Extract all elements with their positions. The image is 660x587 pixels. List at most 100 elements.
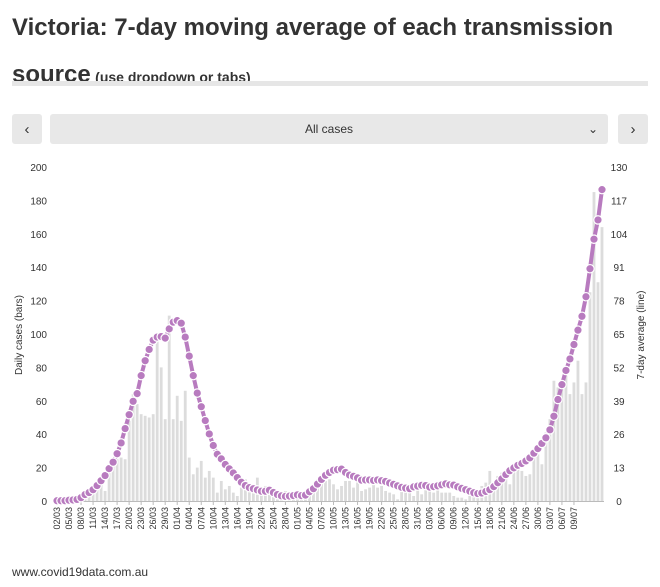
daily-cases-bar [516, 460, 520, 501]
x-tick-label: 12/06 [461, 507, 471, 530]
daily-cases-bar [556, 387, 560, 501]
daily-cases-bar [167, 315, 171, 501]
next-source-button[interactable]: › [618, 114, 648, 144]
daily-cases-bar [560, 387, 564, 501]
daily-cases-bar [464, 499, 468, 501]
seven-day-average-point [180, 332, 191, 342]
daily-cases-bar [572, 382, 576, 501]
seven-day-average-point [100, 470, 110, 481]
daily-cases-bar [267, 492, 271, 501]
daily-cases-bar [456, 497, 460, 501]
x-tick-label: 16/04 [232, 507, 242, 530]
daily-cases-bar [235, 495, 239, 501]
daily-cases-bar [348, 480, 351, 501]
daily-cases-bar [159, 367, 163, 501]
seven-day-average-point [132, 388, 142, 399]
daily-cases-bar [568, 394, 572, 501]
daily-cases-bar [388, 492, 392, 501]
daily-cases-bar [175, 395, 179, 501]
daily-cases-bar [380, 485, 383, 501]
seven-day-average-point [176, 318, 187, 329]
x-tick-label: 03/06 [425, 507, 435, 530]
daily-cases-bar [404, 487, 408, 501]
daily-cases-bar [544, 432, 548, 501]
seven-day-average-point [593, 215, 603, 225]
y-left-tick-label: 40 [36, 430, 48, 441]
x-tick-label: 16/05 [353, 507, 363, 530]
daily-cases-bar [360, 490, 363, 501]
daily-cases-bar [147, 417, 151, 501]
x-tick-label: 13/04 [220, 507, 230, 530]
daily-cases-bar [412, 495, 416, 501]
seven-day-average-point [208, 440, 219, 451]
x-tick-label: 10/04 [208, 507, 218, 530]
daily-cases-bar [239, 487, 243, 501]
seven-day-average-point [577, 311, 587, 322]
seven-day-average-line [57, 189, 604, 503]
y-right-tick-label: 52 [613, 363, 625, 374]
daily-cases-bar [436, 489, 440, 501]
y-right-tick-label: 0 [616, 497, 622, 508]
x-tick-label: 28/05 [401, 507, 411, 530]
seven-day-average-point [108, 457, 118, 467]
daily-cases-bar [107, 470, 111, 501]
y-right-axis-label: 7-day average (line) [636, 291, 647, 380]
seven-day-average-point [192, 388, 203, 398]
x-tick-label: 04/05 [305, 507, 315, 530]
y-left-tick-label: 180 [30, 196, 47, 207]
seven-day-average-point [124, 409, 134, 420]
seven-day-average-point [200, 415, 211, 426]
daily-cases-bar [524, 475, 528, 501]
x-tick-label: 09/07 [569, 507, 579, 530]
chevron-right-icon: › [630, 120, 636, 138]
transmission-source-dropdown[interactable]: All cases ⌄ [50, 114, 608, 144]
x-tick-label: 29/03 [160, 507, 170, 530]
y-right-tick-label: 78 [613, 297, 625, 308]
x-tick-label: 10/05 [329, 507, 339, 530]
x-tick-label: 24/06 [509, 507, 519, 530]
daily-cases-bar [592, 192, 596, 502]
daily-cases-bar [448, 492, 452, 501]
x-tick-label: 03/07 [545, 507, 555, 530]
seven-day-average-point [128, 396, 138, 407]
x-tick-label: 30/06 [533, 507, 543, 530]
daily-cases-bar [444, 492, 448, 501]
daily-cases-bar [564, 375, 568, 501]
x-tick-label: 08/03 [76, 507, 86, 530]
daily-cases-bar [251, 489, 255, 501]
chart-svg: 0 20 40 60 80 100 120 140 160 180 200 0 13 26 39 52 65 78… [14, 163, 647, 530]
daily-cases-bar [135, 404, 139, 501]
seven-day-average-point [585, 263, 595, 274]
y-right-tick-label: 13 [613, 464, 625, 475]
daily-cases-bar [131, 394, 135, 501]
daily-cases-bar [576, 360, 580, 501]
x-tick-label: 25/05 [389, 507, 399, 530]
daily-cases-bar [227, 485, 231, 501]
seven-day-average-point [120, 423, 130, 434]
daily-cases-bar [199, 460, 203, 501]
x-tick-label: 07/04 [196, 507, 206, 530]
x-tick-label: 04/04 [184, 507, 194, 530]
x-tick-label: 06/07 [557, 507, 567, 530]
daily-cases-bar [356, 479, 359, 501]
daily-cases-bar [328, 479, 331, 501]
daily-cases-bar [336, 489, 339, 501]
y-right-tick-label: 39 [613, 397, 625, 408]
daily-cases-bar [143, 415, 147, 501]
daily-cases-bar [271, 494, 275, 501]
daily-cases-bar [440, 492, 444, 501]
daily-cases-bar [231, 492, 235, 501]
daily-cases-bar [588, 292, 592, 501]
prev-source-button[interactable]: ‹ [12, 114, 42, 144]
daily-cases-bar [203, 477, 207, 501]
daily-cases-bar [384, 490, 388, 501]
seven-day-average-point [541, 432, 551, 443]
daily-cases-bar [123, 459, 127, 501]
seven-day-average-point [196, 401, 207, 412]
footer-credit: www.covid19data.com.au [12, 565, 149, 579]
seven-day-average-point [116, 438, 126, 448]
seven-day-average-point [561, 365, 571, 376]
y-left-tick-label: 0 [41, 497, 47, 508]
daily-cases-bar [211, 477, 215, 501]
daily-cases-bar [332, 484, 335, 501]
